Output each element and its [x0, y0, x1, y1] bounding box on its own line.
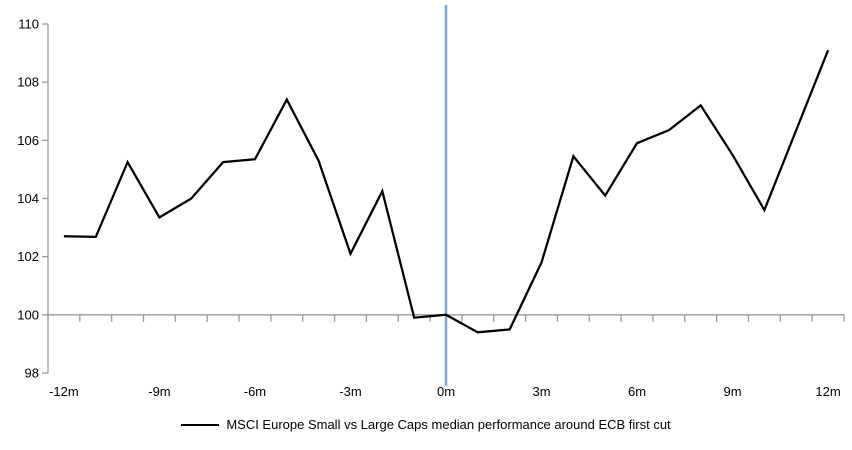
- y-tick-label: 108: [17, 75, 39, 90]
- y-tick-label: 102: [17, 249, 39, 264]
- x-tick-label: -3m: [339, 384, 361, 399]
- line-chart-plot: 98 100 102 104 106 108 110 -12m -9m -6m -3m 0m 3m 6m 9…: [17, 5, 845, 399]
- x-tick-label: -9m: [148, 384, 170, 399]
- x-tick-label: 0m: [437, 384, 455, 399]
- x-tick-label: 9m: [724, 384, 742, 399]
- x-tick-label: 12m: [815, 384, 840, 399]
- x-tick-label: -12m: [49, 384, 79, 399]
- y-tick-label: 106: [17, 133, 39, 148]
- series-line: [63, 49, 830, 334]
- x-tick-label: 3m: [532, 384, 550, 399]
- y-tick-label: 110: [18, 17, 39, 32]
- legend: MSCI Europe Small vs Large Caps median p…: [0, 417, 852, 432]
- x-tick-label: -6m: [244, 384, 266, 399]
- legend-line-marker: [181, 423, 220, 426]
- legend-label: MSCI Europe Small vs Large Caps median p…: [226, 417, 671, 432]
- y-tick-label: 104: [17, 191, 39, 206]
- y-tick-label: 98: [25, 366, 39, 381]
- x-tick-label: 6m: [628, 384, 646, 399]
- y-tick-label: 100: [17, 307, 39, 322]
